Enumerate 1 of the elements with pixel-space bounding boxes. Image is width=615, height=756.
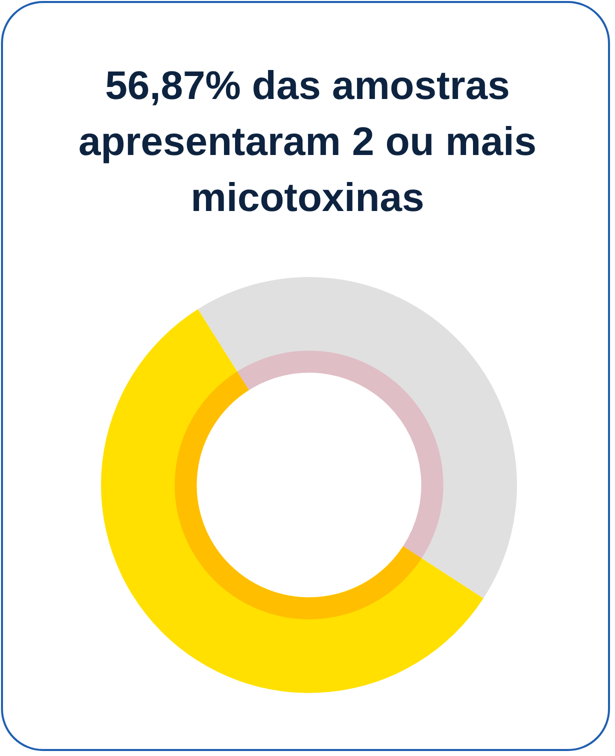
chart-title: 56,87% das amostras apresentaram 2 ou mais micotoxinas: [78, 63, 538, 222]
